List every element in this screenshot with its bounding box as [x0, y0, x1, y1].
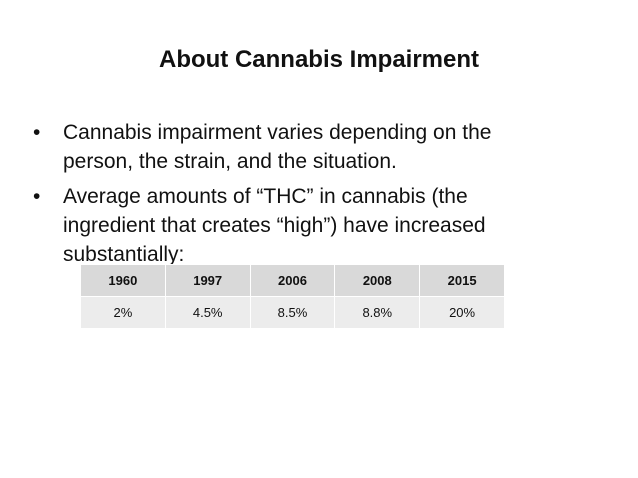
- table-header-cell: 2015: [419, 264, 505, 297]
- table-header-cell: 2006: [249, 264, 336, 297]
- bullet-list: • Cannabis impairment varies depending o…: [33, 118, 553, 275]
- bullet-text: Cannabis impairment varies depending on …: [63, 121, 492, 173]
- bullet-text: Average amounts of “THC” in cannabis (th…: [63, 185, 486, 266]
- table-cell: 8.8%: [334, 296, 421, 329]
- thc-table: 1960 1997 2006 2008 2015 2% 4.5% 8.5% 8.…: [80, 264, 505, 329]
- table-cell: 4.5%: [164, 296, 251, 329]
- table-header-row: 1960 1997 2006 2008 2015: [80, 264, 505, 297]
- table-cell: 8.5%: [249, 296, 336, 329]
- table-header-cell: 1960: [80, 264, 166, 297]
- bullet-item: • Average amounts of “THC” in cannabis (…: [33, 182, 553, 269]
- table-cell: 2%: [80, 296, 166, 329]
- bullet-item: • Cannabis impairment varies depending o…: [33, 118, 553, 176]
- slide-title: About Cannabis Impairment: [158, 46, 480, 73]
- table-cell: 20%: [419, 296, 505, 329]
- table-header-cell: 2008: [334, 264, 421, 297]
- bullet-dot-icon: •: [33, 185, 41, 208]
- bullet-dot-icon: •: [33, 121, 41, 144]
- table-header-cell: 1997: [164, 264, 251, 297]
- table-row: 2% 4.5% 8.5% 8.8% 20%: [80, 296, 505, 329]
